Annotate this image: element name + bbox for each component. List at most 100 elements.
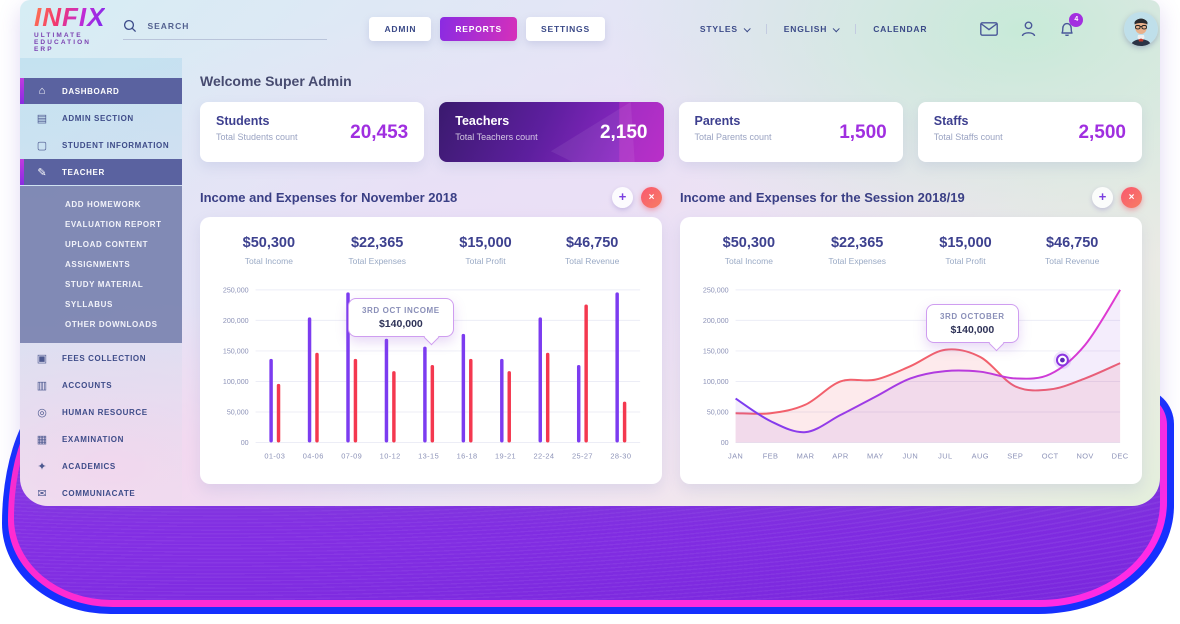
sidebar-item-dashboard[interactable]: ⌂ DASHBOARD <box>20 78 182 104</box>
svg-text:19-21: 19-21 <box>495 451 516 460</box>
tooltip-title: 3RD OCT INCOME <box>362 306 440 315</box>
sidebar-item-label: ACADEMICS <box>62 461 116 471</box>
chart-stats-row: $50,300 Total Income $22,365 Total Expenses… <box>690 231 1132 274</box>
chart-stat: $15,000 Total Profit <box>939 235 991 266</box>
chart-title: Income and Expenses for November 2018 <box>200 190 458 205</box>
avatar[interactable] <box>1124 12 1159 46</box>
id-card-icon: ▥ <box>36 379 48 392</box>
menu-calendar[interactable]: CALENDAR <box>855 24 944 34</box>
stat-card-subtitle: Total Students count <box>216 132 298 142</box>
submenu-item-evaluation-report[interactable]: EVALUATION REPORT <box>20 214 182 234</box>
svg-text:MAY: MAY <box>867 451 884 460</box>
chart-controls: + × <box>1092 187 1142 208</box>
plot-area: 00 50,000 100,000 150,000 200,000 250,000 JAN F… <box>690 278 1132 476</box>
top-nav: ADMIN REPORTS SETTINGS <box>369 17 605 41</box>
stat-card-subtitle: Total Staffs count <box>933 132 1003 142</box>
stat-card-text: Students Total Students count <box>216 114 298 152</box>
chart-tooltip: 3RD OCTOBER $140,000 <box>926 304 1019 343</box>
logo: INFIX ULTIMATE EDUCATION ERP <box>20 4 105 53</box>
sidebar-item-label: DASHBOARD <box>62 86 120 96</box>
submenu-item-upload-content[interactable]: UPLOAD CONTENT <box>20 234 182 254</box>
chart-stat-value: $46,750 <box>1045 235 1099 251</box>
chart-stat-value: $46,750 <box>565 235 619 251</box>
svg-text:FEB: FEB <box>763 451 779 460</box>
chart-header: Income and Expenses for November 2018 + × <box>200 187 662 208</box>
submenu-item-syllabus[interactable]: SYLLABUS <box>20 294 182 314</box>
home-icon: ⌂ <box>38 85 46 97</box>
svg-text:200,000: 200,000 <box>703 317 729 325</box>
submenu-item-label: ASSIGNMENTS <box>65 259 131 269</box>
clipboard-icon: ▦ <box>36 433 48 446</box>
submenu-item-assignments[interactable]: ASSIGNMENTS <box>20 254 182 274</box>
logo-tagline: ULTIMATE EDUCATION ERP <box>34 32 92 53</box>
menu-styles[interactable]: STYLES <box>683 24 766 34</box>
chart-stat-value: $22,365 <box>830 235 884 251</box>
sidebar-item-label: EXAMINATION <box>62 434 125 444</box>
svg-text:NOV: NOV <box>1077 451 1094 460</box>
submenu-item-label: EVALUATION REPORT <box>65 219 162 229</box>
stat-card-value: 2,500 <box>1078 122 1126 143</box>
sidebar-item-label: STUDENT INFORMATION <box>62 140 170 150</box>
sidebar-item-label: FEES COLLECTION <box>62 353 147 363</box>
sidebar-item-human-resource[interactable]: ◎ HUMAN RESOURCE <box>20 399 182 425</box>
move-icon[interactable]: + <box>1092 187 1113 208</box>
chart-header: Income and Expenses for the Session 2018… <box>680 187 1142 208</box>
document-icon: ▢ <box>36 139 48 152</box>
submenu-item-study-material[interactable]: STUDY MATERIAL <box>20 274 182 294</box>
charts-row: Income and Expenses for November 2018 + × $… <box>200 187 1142 485</box>
chart-stat-value: $50,300 <box>242 235 296 251</box>
sidebar-item-communiacate[interactable]: ✉ COMMUNIACATE <box>20 480 182 506</box>
close-icon[interactable]: × <box>1121 187 1142 208</box>
svg-text:JAN: JAN <box>728 451 743 460</box>
chart-stats-row: $50,300 Total Income $22,365 Total Expenses… <box>210 231 652 274</box>
menu-english[interactable]: ENGLISH <box>765 24 855 34</box>
svg-text:07-09: 07-09 <box>341 451 362 460</box>
move-icon[interactable]: + <box>612 187 633 208</box>
submenu-item-label: UPLOAD CONTENT <box>65 239 149 249</box>
close-icon[interactable]: × <box>641 187 662 208</box>
sidebar-item-student-information[interactable]: ▢ STUDENT INFORMATION <box>20 132 182 158</box>
submenu-item-label: ADD HOMEWORK <box>65 199 142 209</box>
chart-stat: $22,365 Total Expenses <box>828 235 886 266</box>
sidebar-item-examination[interactable]: ▦ EXAMINATION <box>20 426 182 452</box>
menu-label: ENGLISH <box>783 24 828 34</box>
user-icon[interactable] <box>1021 21 1036 37</box>
stat-card-staffs: Staffs Total Staffs count 2,500 <box>917 102 1142 162</box>
stat-card-students: Students Total Students count 20,453 <box>200 102 425 162</box>
chart-stat-label: Total Revenue <box>1044 256 1100 266</box>
submenu-item-other-downloads[interactable]: OTHER DOWNLOADS <box>20 314 182 334</box>
nav-button-settings[interactable]: SETTINGS <box>526 17 605 41</box>
svg-text:APR: APR <box>832 451 849 460</box>
chart-section-0: Income and Expenses for November 2018 + × $… <box>200 187 662 485</box>
chart-stat-label: Total Profit <box>945 256 986 266</box>
search-input[interactable] <box>147 20 328 31</box>
chart-tooltip: 3RD OCT INCOME $140,000 <box>348 298 454 337</box>
main-content: Welcome Super Admin Students Total Studen… <box>182 58 1160 506</box>
stat-card-teachers: Teachers Total Teachers count 2,150 <box>439 102 664 162</box>
sidebar-item-admin-section[interactable]: ▤ ADMIN SECTION <box>20 105 182 131</box>
sidebar-item-label: COMMUNIACATE <box>62 488 136 498</box>
svg-text:16-18: 16-18 <box>457 451 478 460</box>
chevron-down-icon <box>743 24 751 32</box>
svg-text:SEP: SEP <box>1007 451 1023 460</box>
sidebar-item-fees-collection[interactable]: ▣ FEES COLLECTION <box>20 345 182 371</box>
bell-icon[interactable]: 4 <box>1059 12 1084 38</box>
stat-card-value: 2,150 <box>599 122 648 143</box>
chart-controls: + × <box>612 187 662 208</box>
submenu-item-add-homework[interactable]: ADD HOMEWORK <box>20 194 182 214</box>
header-menus: STYLES ENGLISH CALENDAR <box>683 24 944 34</box>
chart-stat: $50,300 Total Income <box>723 235 775 266</box>
sidebar-item-teacher[interactable]: ✎ TEACHER <box>20 159 182 185</box>
svg-text:MAR: MAR <box>797 451 815 460</box>
nav-button-reports[interactable]: REPORTS <box>440 17 518 41</box>
chart-card: $50,300 Total Income $22,365 Total Expenses… <box>680 217 1142 485</box>
mail-icon[interactable] <box>980 22 999 36</box>
svg-text:200,000: 200,000 <box>223 317 249 325</box>
sidebar-item-accounts[interactable]: ▥ ACCOUNTS <box>20 372 182 398</box>
chart-stat: $46,750 Total Revenue <box>565 235 619 266</box>
sidebar-item-academics[interactable]: ✦ ACADEMICS <box>20 453 182 479</box>
sidebar-submenu: ADD HOMEWORK EVALUATION REPORT UPLOAD CONT… <box>20 186 182 343</box>
nav-button-admin[interactable]: ADMIN <box>369 17 432 41</box>
chart-stat-label: Total Expenses <box>828 256 886 266</box>
